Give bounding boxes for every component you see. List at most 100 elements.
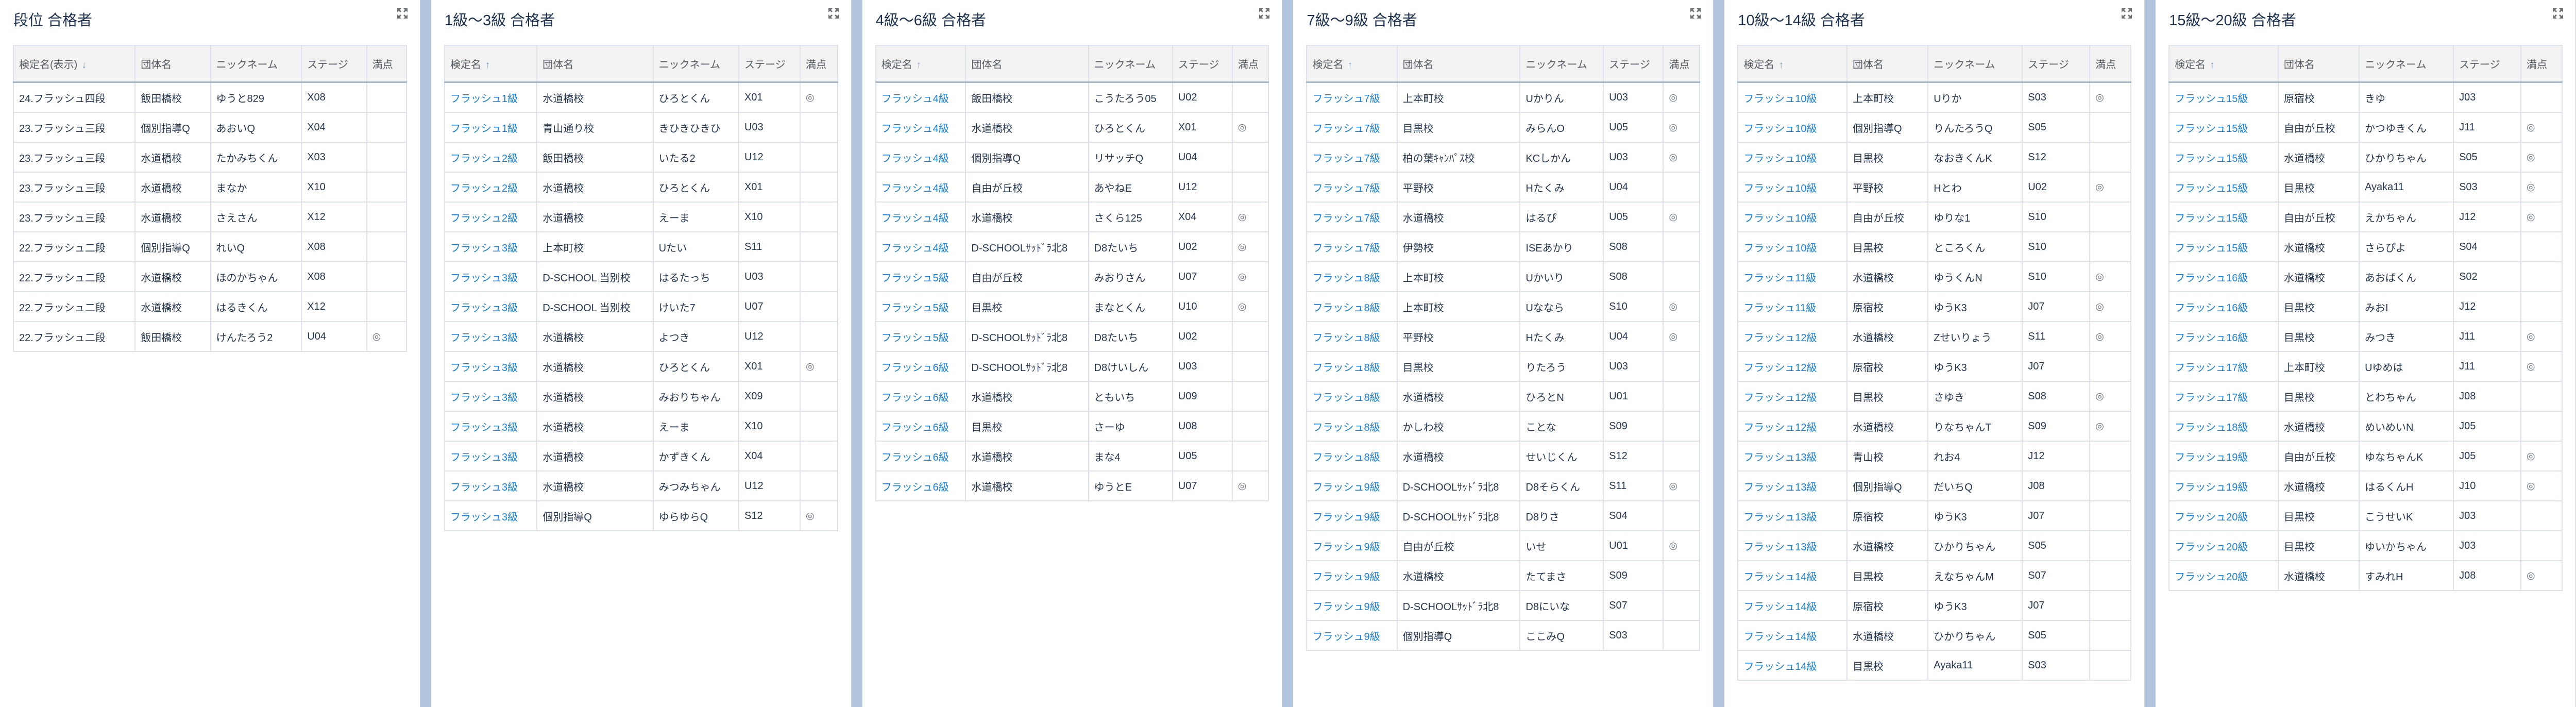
column-header-stage[interactable]: ステージ [1172,45,1233,83]
column-header-nickname[interactable]: ニックネーム [2359,45,2454,83]
exam-name-link[interactable]: フラッシュ7級 [1312,242,1380,254]
exam-name-link[interactable]: フラッシュ10級 [1743,212,1817,224]
column-header-group-name[interactable]: 団体名 [134,45,211,83]
exam-name-link[interactable]: フラッシュ16級 [2175,302,2248,314]
exam-name-link[interactable]: フラッシュ13級 [1743,541,1817,553]
column-header-exam-name[interactable]: 検定名 ↑ [875,45,967,83]
exam-name-link[interactable]: フラッシュ2級 [450,212,518,224]
column-header-group-name[interactable]: 団体名 [536,45,654,83]
exam-name-link[interactable]: フラッシュ14級 [1743,571,1817,583]
column-header-group-name[interactable]: 団体名 [2277,45,2360,83]
column-header-perfect-score[interactable]: 満点 [1231,45,1269,83]
exam-name-link[interactable]: フラッシュ8級 [1312,272,1380,284]
exam-name-link[interactable]: フラッシュ8級 [1312,362,1380,374]
column-header-stage[interactable]: ステージ [1603,45,1664,83]
exam-name-link[interactable]: フラッシュ3級 [450,272,518,284]
exam-name-link[interactable]: フラッシュ9級 [1312,601,1380,613]
exam-name-link[interactable]: フラッシュ13級 [1743,451,1817,463]
column-header-exam-name[interactable]: 検定名(表示) ↓ [12,45,136,83]
exam-name-link[interactable]: フラッシュ8級 [1312,332,1380,344]
exam-name-link[interactable]: フラッシュ8級 [1312,392,1380,403]
exam-name-link[interactable]: フラッシュ9級 [1312,481,1380,493]
exam-name-link[interactable]: フラッシュ20級 [2175,541,2248,553]
exam-name-link[interactable]: フラッシュ2級 [450,182,518,194]
exam-name-link[interactable]: フラッシュ3級 [450,451,518,463]
column-header-group-name[interactable]: 団体名 [965,45,1089,83]
exam-name-link[interactable]: フラッシュ8級 [1312,422,1380,433]
exam-name-link[interactable]: フラッシュ20級 [2175,571,2248,583]
exam-name-link[interactable]: フラッシュ20級 [2175,511,2248,523]
exam-name-link[interactable]: フラッシュ15級 [2175,242,2248,254]
exam-name-link[interactable]: フラッシュ3級 [450,511,518,523]
exam-name-link[interactable]: フラッシュ12級 [1743,332,1817,344]
exam-name-link[interactable]: フラッシュ4級 [881,93,949,105]
exam-name-link[interactable]: フラッシュ4級 [881,242,949,254]
column-header-nickname[interactable]: ニックネーム [210,45,302,83]
expand-icon[interactable] [396,7,409,20]
exam-name-link[interactable]: フラッシュ5級 [881,332,949,344]
exam-name-link[interactable]: フラッシュ4級 [881,153,949,164]
exam-name-link[interactable]: フラッシュ4級 [881,182,949,194]
column-header-perfect-score[interactable]: 満点 [800,45,838,83]
column-header-group-name[interactable]: 団体名 [1846,45,1929,83]
exam-name-link[interactable]: フラッシュ12級 [1743,392,1817,403]
exam-name-link[interactable]: フラッシュ6級 [881,481,949,493]
exam-name-link[interactable]: フラッシュ15級 [2175,153,2248,164]
exam-name-link[interactable]: フラッシュ9級 [1312,631,1380,643]
exam-name-link[interactable]: フラッシュ6級 [881,422,949,433]
exam-name-link[interactable]: フラッシュ15級 [2175,123,2248,134]
sort-arrow-icon[interactable]: ↑ [1778,60,1784,71]
column-header-group-name[interactable]: 団体名 [1396,45,1521,83]
exam-name-link[interactable]: フラッシュ2級 [450,153,518,164]
expand-icon[interactable] [1258,7,1270,20]
exam-name-link[interactable]: フラッシュ14級 [1743,661,1817,672]
exam-name-link[interactable]: フラッシュ10級 [1743,182,1817,194]
column-header-nickname[interactable]: ニックネーム [1088,45,1173,83]
column-header-perfect-score[interactable]: 満点 [1663,45,1701,83]
column-header-perfect-score[interactable]: 満点 [366,45,407,83]
column-header-perfect-score[interactable]: 満点 [2520,45,2563,83]
exam-name-link[interactable]: フラッシュ3級 [450,392,518,403]
exam-name-link[interactable]: フラッシュ10級 [1743,153,1817,164]
exam-name-link[interactable]: フラッシュ3級 [450,242,518,254]
exam-name-link[interactable]: フラッシュ6級 [881,392,949,403]
exam-name-link[interactable]: フラッシュ4級 [881,212,949,224]
exam-name-link[interactable]: フラッシュ19級 [2175,481,2248,493]
exam-name-link[interactable]: フラッシュ15級 [2175,93,2248,105]
exam-name-link[interactable]: フラッシュ16級 [2175,332,2248,344]
column-header-stage[interactable]: ステージ [738,45,801,83]
expand-icon[interactable] [2121,7,2133,20]
sort-arrow-icon[interactable]: ↓ [81,60,87,71]
exam-name-link[interactable]: フラッシュ7級 [1312,212,1380,224]
column-header-nickname[interactable]: ニックネーム [1519,45,1604,83]
exam-name-link[interactable]: フラッシュ3級 [450,332,518,344]
exam-name-link[interactable]: フラッシュ10級 [1743,242,1817,254]
exam-name-link[interactable]: フラッシュ16級 [2175,272,2248,284]
exam-name-link[interactable]: フラッシュ6級 [881,362,949,374]
exam-name-link[interactable]: フラッシュ3級 [450,422,518,433]
column-header-exam-name[interactable]: 検定名 ↑ [444,45,538,83]
column-header-exam-name[interactable]: 検定名 ↑ [2168,45,2279,83]
exam-name-link[interactable]: フラッシュ15級 [2175,212,2248,224]
exam-name-link[interactable]: フラッシュ10級 [1743,93,1817,105]
exam-name-link[interactable]: フラッシュ14級 [1743,601,1817,613]
exam-name-link[interactable]: フラッシュ5級 [881,272,949,284]
sort-arrow-icon[interactable]: ↑ [916,60,922,71]
exam-name-link[interactable]: フラッシュ11級 [1743,272,1817,284]
expand-icon[interactable] [827,7,840,20]
exam-name-link[interactable]: フラッシュ1級 [450,93,518,105]
exam-name-link[interactable]: フラッシュ3級 [450,481,518,493]
column-header-perfect-score[interactable]: 満点 [2089,45,2132,83]
column-header-nickname[interactable]: ニックネーム [652,45,739,83]
exam-name-link[interactable]: フラッシュ18級 [2175,422,2248,433]
exam-name-link[interactable]: フラッシュ9級 [1312,511,1380,523]
exam-name-link[interactable]: フラッシュ4級 [881,123,949,134]
exam-name-link[interactable]: フラッシュ5級 [881,302,949,314]
exam-name-link[interactable]: フラッシュ7級 [1312,123,1380,134]
exam-name-link[interactable]: フラッシュ17級 [2175,392,2248,403]
exam-name-link[interactable]: フラッシュ6級 [881,451,949,463]
exam-name-link[interactable]: フラッシュ13級 [1743,511,1817,523]
exam-name-link[interactable]: フラッシュ7級 [1312,153,1380,164]
sort-arrow-icon[interactable]: ↑ [2210,60,2215,71]
sort-arrow-icon[interactable]: ↑ [1347,60,1352,71]
